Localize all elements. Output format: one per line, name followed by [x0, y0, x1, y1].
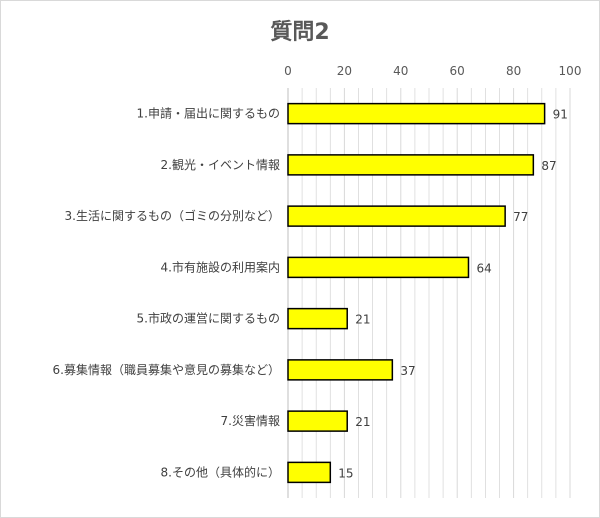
bar — [287, 410, 348, 432]
category-label: 2.観光・イベント情報 — [161, 158, 280, 172]
category-label: 6.募集情報（職員募集や意見の募集など） — [53, 362, 280, 377]
category-label: 4.市有施設の利用案内 — [161, 259, 280, 274]
chart-title: 質問2 — [270, 20, 330, 45]
data-label: 77 — [513, 210, 528, 224]
category-label: 5.市政の運営に関するもの — [137, 311, 280, 326]
bar — [287, 461, 332, 484]
data-label: 91 — [553, 108, 568, 122]
bar — [287, 205, 506, 227]
x-tick-label: 40 — [393, 64, 408, 78]
x-tick-label: 100 — [559, 64, 582, 78]
x-tick-label: 0 — [284, 64, 292, 78]
bar — [287, 154, 535, 176]
category-label: 1.申請・届出に関するもの — [137, 107, 280, 121]
data-label: 21 — [355, 415, 370, 429]
data-label: 37 — [400, 364, 415, 378]
x-tick-label: 60 — [450, 64, 465, 78]
category-label: 7.災害情報 — [221, 413, 280, 428]
bar — [287, 256, 470, 279]
data-label: 15 — [338, 466, 353, 480]
bar — [287, 102, 546, 125]
data-label: 21 — [355, 313, 370, 327]
x-tick-label: 20 — [337, 64, 352, 78]
data-label: 87 — [541, 159, 556, 173]
bar — [287, 359, 394, 381]
x-tick-label: 80 — [506, 64, 521, 78]
bar — [287, 307, 348, 330]
category-label: 8.その他（具体的に） — [161, 464, 280, 479]
data-label: 64 — [476, 261, 491, 275]
category-label: 3.生活に関するもの（ゴミの分別など） — [65, 208, 280, 223]
